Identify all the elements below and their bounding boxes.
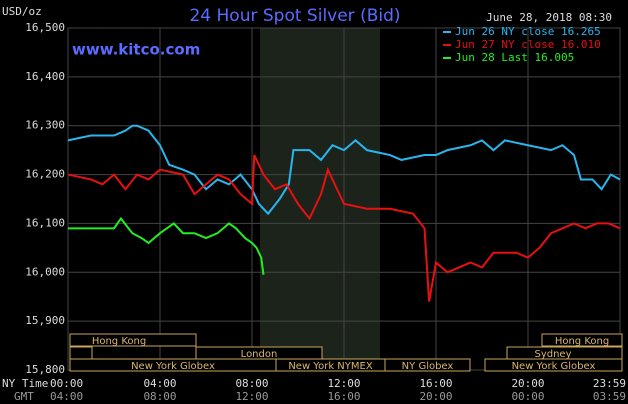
y-tick-label: 16,000 [25,265,65,278]
y-tick-label: 16,500 [25,21,65,34]
x-tick-label: 23:59 [593,377,626,390]
y-tick-label: 16,300 [25,119,65,132]
session-box [69,333,197,347]
x2-tick-label: 03:59 [593,390,626,403]
y-tick-label: 16,400 [25,70,65,83]
y-axis-label: USD/oz [2,5,42,18]
y-tick-label: 16,100 [25,216,65,229]
x-tick-label: 00:00 [50,377,83,390]
y-tick-label: 16,200 [25,168,65,181]
session-box [69,346,93,360]
x-tick-label: 16:00 [419,377,452,390]
x2-axis-label: GMT [14,390,34,403]
session-label: NY Globex [402,361,454,372]
y-tick-label: 15,900 [25,314,65,327]
legend-label: Jun 26 NY close 16.265 [455,25,601,38]
x2-tick-label: 12:00 [235,390,268,403]
x-tick-label: 04:00 [143,377,176,390]
x-tick-label: 20:00 [511,377,544,390]
legend-label: Jun 27 NY close 16.010 [455,38,601,51]
x2-tick-label: 16:00 [327,390,360,403]
session-box [541,333,623,347]
series-line [68,216,265,275]
x-axis-label: NY Time [2,377,48,390]
session-shade [260,28,380,370]
sessions: Hong Kong London New York Globex New York N… [69,333,623,372]
session-label: London [241,349,278,360]
session-label: Hong Kong [92,336,146,347]
session-box [506,346,623,360]
legend-label: Jun 28 Last 16.005 [455,51,574,64]
x2-tick-label: 08:00 [143,390,176,403]
session-label: Hong Kong [555,336,609,347]
plot [67,124,621,302]
x-tick-label: 12:00 [327,377,360,390]
series-line [67,154,621,302]
session-label: New York Globex [131,361,215,372]
series-line [67,124,621,216]
y-tick-label: 15,800 [25,363,65,376]
session-box [384,358,471,372]
session-label: New York Globex [512,361,596,372]
session-label: New York NYMEX [288,361,373,372]
x-tick-label: 08:00 [235,377,268,390]
source-label: www.kitco.com [72,41,200,59]
x2-tick-label: 20:00 [419,390,452,403]
chart-title: 24 Hour Spot Silver (Bid) [189,6,400,26]
timestamp: June 28, 2018 08:30 [486,11,612,24]
x2-tick-label: 04:00 [50,390,83,403]
x2-tick-label: 00:00 [511,390,544,403]
session-label: Sydney [534,349,571,360]
